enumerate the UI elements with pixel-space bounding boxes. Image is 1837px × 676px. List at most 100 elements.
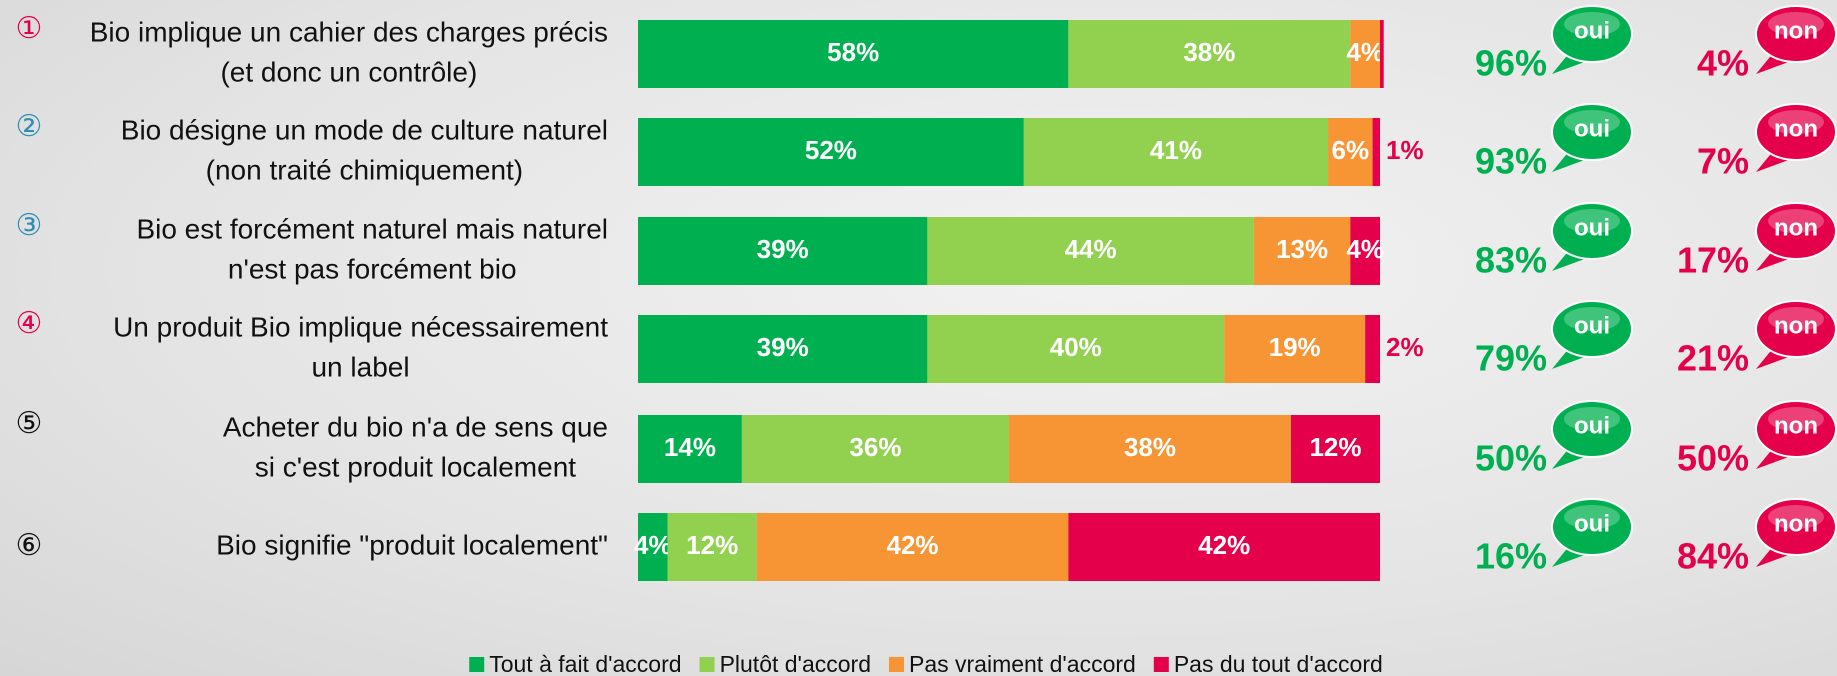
yes-bubble-shine <box>1564 407 1620 431</box>
value-label: 4% <box>1346 37 1384 67</box>
value-label: 6% <box>1332 135 1370 165</box>
no-value: 21% <box>1677 338 1749 379</box>
yes-bubble-shine <box>1564 505 1620 529</box>
value-label: 12% <box>686 530 738 560</box>
legend-label: Plutôt d'accord <box>720 651 871 676</box>
row-number: ⑥ <box>16 529 43 562</box>
bar-segment <box>1350 20 1380 88</box>
legend-item: Pas du tout d'accord <box>1153 651 1383 676</box>
yes-bubble-text: oui <box>1574 412 1610 439</box>
row-number: ⑤ <box>16 407 43 440</box>
no-bubble-text: non <box>1774 312 1818 339</box>
value-label: 36% <box>849 432 901 462</box>
bar-segment <box>638 415 742 483</box>
yes-bubble-text: oui <box>1574 17 1610 44</box>
no-bubble-shine <box>1768 209 1824 233</box>
value-label: 14% <box>664 432 716 462</box>
no-bubble-text: non <box>1774 214 1818 241</box>
bar-segment <box>1068 513 1380 581</box>
yes-bubble: oui <box>1551 498 1633 567</box>
bar-segment <box>1253 217 1351 285</box>
yes-value: 93% <box>1475 141 1547 182</box>
no-bubble-shine <box>1768 110 1824 134</box>
value-label: 44% <box>1065 234 1117 264</box>
legend-swatch <box>699 657 715 672</box>
bar-segment <box>1365 315 1380 383</box>
yes-bubble-shine <box>1564 307 1620 331</box>
legend-label: Tout à fait d'accord <box>489 651 681 676</box>
no-value: 7% <box>1697 141 1749 182</box>
bar-segment <box>638 217 928 285</box>
value-label: 4% <box>634 530 672 560</box>
no-value: 84% <box>1677 536 1749 577</box>
yes-bubble: oui <box>1551 5 1633 74</box>
yes-bubble-text: oui <box>1574 510 1610 537</box>
yes-bubble-shape <box>1551 103 1633 161</box>
value-label: 41% <box>1150 135 1202 165</box>
value-label: 13% <box>1276 234 1328 264</box>
no-value: 4% <box>1697 43 1749 84</box>
legend-item: Tout à fait d'accord <box>469 651 682 676</box>
bar-segment <box>927 315 1225 383</box>
yes-bubble-shape <box>1551 5 1633 63</box>
value-label: 39% <box>757 234 809 264</box>
no-bubble-shape <box>1755 5 1837 63</box>
bar-segment <box>638 118 1024 186</box>
no-bubble-shine <box>1768 307 1824 331</box>
no-bubble: non <box>1755 202 1837 271</box>
yes-value: 50% <box>1475 438 1547 479</box>
bar-segment <box>741 415 1009 483</box>
yes-bubble-shape <box>1551 400 1633 458</box>
bar-segment <box>1068 20 1351 88</box>
bar-segment <box>1290 415 1380 483</box>
yes-bubble-text: oui <box>1574 214 1610 241</box>
legend-item: Pas vraiment d'accord <box>888 651 1136 676</box>
category-label: un label <box>311 351 409 382</box>
yes-bubble-shape <box>1551 498 1633 556</box>
value-label: 2% <box>1386 332 1424 362</box>
no-value: 50% <box>1677 438 1749 479</box>
legend-item: Plutôt d'accord <box>699 651 871 676</box>
value-label: 52% <box>805 135 857 165</box>
no-bubble: non <box>1755 300 1837 369</box>
yes-bubble: oui <box>1551 300 1633 369</box>
no-bubble-shape <box>1755 202 1837 260</box>
category-label: (et donc un contrôle) <box>220 56 477 87</box>
legend-label: Pas vraiment d'accord <box>909 651 1136 676</box>
no-bubble: non <box>1755 400 1837 469</box>
value-label: 58% <box>827 37 879 67</box>
yes-bubble-shine <box>1564 209 1620 233</box>
legend: Tout à fait d'accord Plutôt d'accord Pas v… <box>469 651 1383 676</box>
value-label: 38% <box>1183 37 1235 67</box>
yes-bubble-shape <box>1551 202 1633 260</box>
bar-segment <box>756 513 1069 581</box>
bar-segment <box>1224 315 1366 383</box>
bar-segment <box>1328 118 1373 186</box>
category-label: Bio implique un cahier des charges préci… <box>90 16 608 47</box>
yes-bubble: oui <box>1551 400 1633 469</box>
yes-bubble-shine <box>1564 110 1620 134</box>
bar-segment <box>638 315 928 383</box>
category-label: Bio est forcément naturel mais naturel <box>136 213 608 244</box>
category-label: si c'est produit localement <box>255 451 576 482</box>
bar-segment <box>638 20 1069 88</box>
value-label: 42% <box>887 530 939 560</box>
yes-bubble-shape <box>1551 300 1633 358</box>
value-label: 38% <box>1124 432 1176 462</box>
category-label: n'est pas forcément bio <box>228 253 517 284</box>
no-bubble-text: non <box>1774 115 1818 142</box>
value-label: 19% <box>1269 332 1321 362</box>
yes-bubble-shine <box>1564 12 1620 36</box>
no-bubble-shape <box>1755 400 1837 458</box>
yes-bubble-text: oui <box>1574 312 1610 339</box>
bar-segment <box>1009 415 1291 483</box>
row-number: ① <box>16 12 43 45</box>
legend-swatch <box>469 657 485 672</box>
no-bubble-text: non <box>1774 17 1818 44</box>
value-label: 42% <box>1198 530 1250 560</box>
bar-segment <box>1023 118 1329 186</box>
category-label: Acheter du bio n'a de sens que <box>223 411 608 442</box>
yes-bubble: oui <box>1551 202 1633 271</box>
yes-bubble: oui <box>1551 103 1633 172</box>
